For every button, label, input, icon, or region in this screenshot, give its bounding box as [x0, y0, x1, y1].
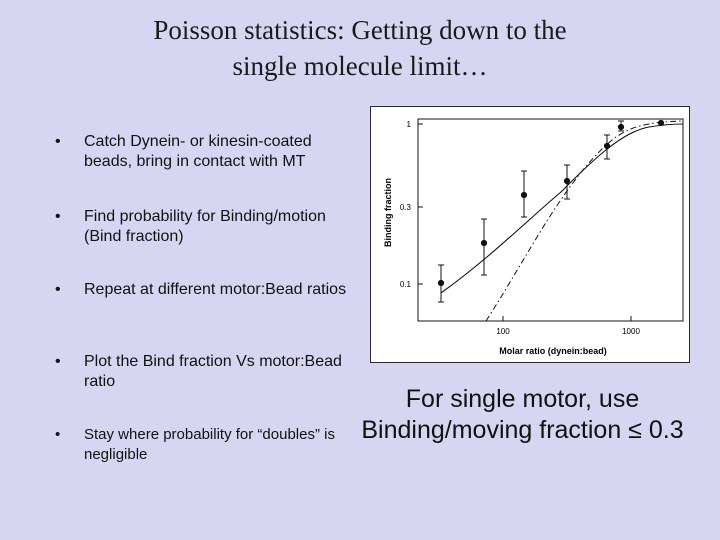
- bullet-dot: •: [55, 133, 61, 150]
- bullet-dot: •: [55, 426, 61, 443]
- slide-title: Poisson statistics: Getting down to the …: [0, 12, 720, 84]
- binding-fraction-figure: 1 0.3 0.1 100 1000 Binding fraction Mola…: [370, 106, 690, 363]
- data-point: [563, 164, 571, 200]
- bullet-text: Repeat at different motor:Bead ratios: [84, 281, 347, 298]
- bullet-dot: •: [55, 353, 61, 370]
- bullet-item: • Find probability for Binding/motion (B…: [55, 207, 355, 247]
- note-line-2: Binding/moving fraction ≤ 0.3: [361, 416, 684, 444]
- data-point: [603, 134, 611, 160]
- bullet-dot: •: [55, 281, 61, 298]
- data-point: [480, 218, 488, 276]
- bullet-item: • Repeat at different motor:Bead ratios: [55, 280, 346, 300]
- note-line-1: For single motor, use: [405, 385, 640, 413]
- y-tick-label: 1: [407, 120, 412, 129]
- data-point: [520, 170, 528, 218]
- bullet-text: Find probability for Binding/motion (Bin…: [84, 208, 326, 245]
- data-point: [617, 120, 625, 132]
- x-tick-label: 1000: [622, 327, 640, 336]
- plot-frame: [417, 118, 684, 322]
- slide-title-line-2: single molecule limit…: [232, 51, 488, 81]
- bullet-text: Stay where probability for “doubles” is …: [84, 426, 335, 463]
- bullet-item: • Plot the Bind fraction Vs motor:Bead r…: [55, 352, 355, 392]
- data-point: [657, 119, 665, 127]
- figure-graphic: 1 0.3 0.1 100 1000 Binding fraction Mola…: [383, 118, 684, 356]
- slide-title-line-1: Poisson statistics: Getting down to the: [153, 15, 567, 45]
- x-tick-label: 100: [496, 327, 510, 336]
- y-tick-label: 0.1: [400, 280, 412, 289]
- y-axis-title: Binding fraction: [383, 178, 393, 247]
- bullet-dot: •: [55, 208, 61, 225]
- x-axis-title: Molar ratio (dynein:bead): [499, 346, 607, 356]
- data-point: [437, 264, 445, 303]
- poisson-fit-double: [485, 120, 684, 322]
- bullet-text: Plot the Bind fraction Vs motor:Bead rat…: [84, 353, 342, 390]
- bullet-text: Catch Dynein- or kinesin-coated beads, b…: [84, 133, 312, 170]
- bullet-item: • Stay where probability for “doubles” i…: [55, 425, 355, 465]
- bullet-item: • Catch Dynein- or kinesin-coated beads,…: [55, 132, 355, 172]
- y-tick-label: 0.3: [400, 203, 412, 212]
- single-motor-note: For single motor, use Binding/moving fra…: [330, 384, 715, 446]
- bullet-list: • Catch Dynein- or kinesin-coated beads,…: [55, 132, 355, 463]
- poisson-fit-single: [440, 123, 684, 294]
